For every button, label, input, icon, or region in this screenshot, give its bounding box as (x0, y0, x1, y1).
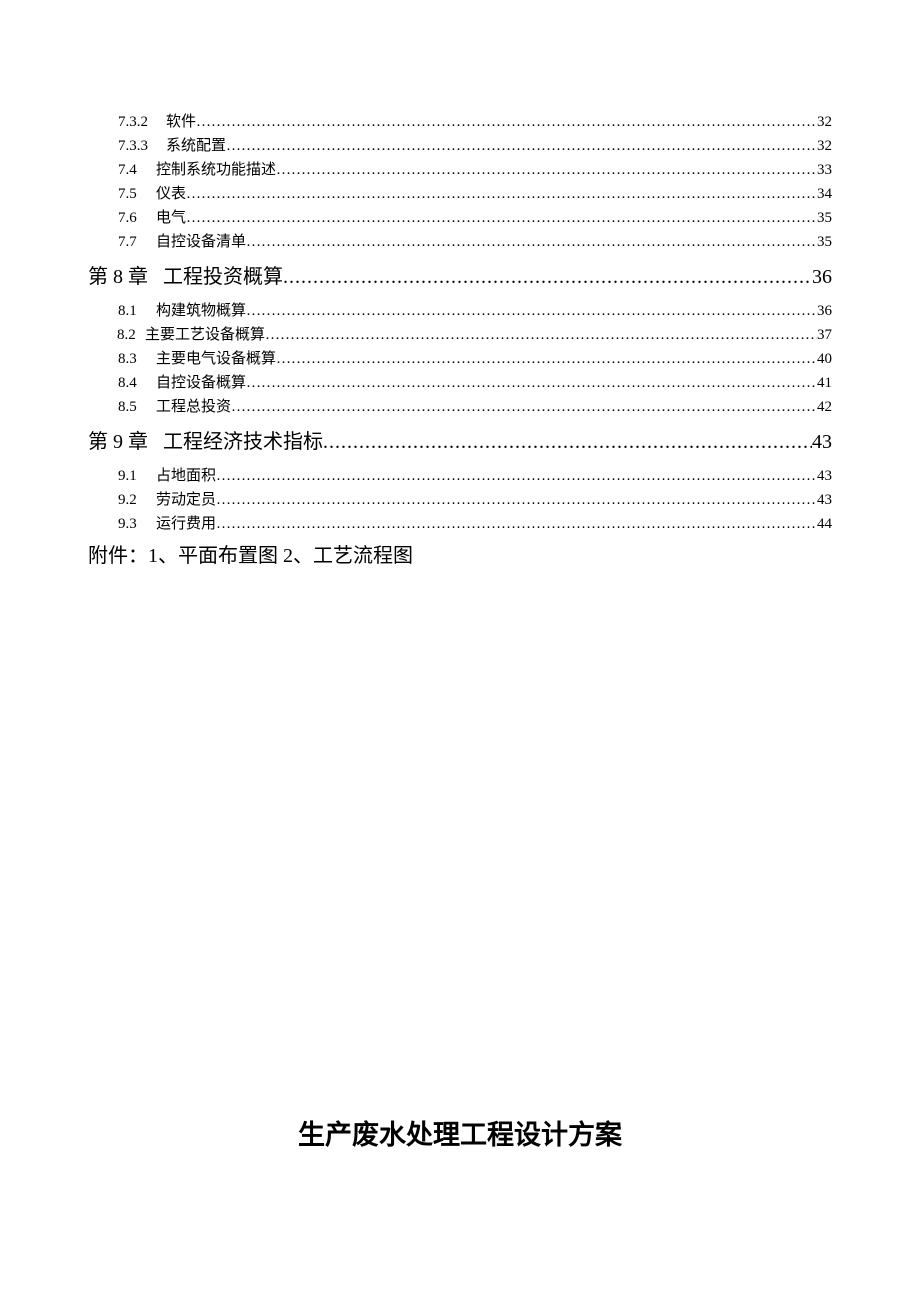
toc-page-number: 43 (817, 488, 832, 512)
toc-page-number: 35 (817, 230, 832, 254)
toc-page-number: 34 (817, 182, 832, 206)
toc-section-title: 占地面积 (156, 464, 216, 488)
toc-leader (231, 395, 817, 419)
toc-spacer (148, 260, 163, 294)
attachment-line: 附件：1、平面布置图 2、工艺流程图 (88, 540, 832, 572)
toc-leader (283, 260, 812, 294)
toc-section-title: 工程总投资 (156, 395, 231, 419)
toc-leader (276, 347, 817, 371)
toc-entry: 7.7自控设备清单 35 (88, 230, 832, 254)
toc-section-title: 仪表 (156, 182, 186, 206)
toc-section-title: 电气 (156, 206, 186, 230)
toc-leader (265, 323, 817, 347)
toc-section-number: 8.1 (118, 299, 156, 323)
toc-entry: 9.2劳动定员 43 (88, 488, 832, 512)
toc-section-title: 主要电气设备概算 (156, 347, 276, 371)
toc-entry: 8.3主要电气设备概算 40 (88, 347, 832, 371)
toc-section-number: 9.2 (118, 488, 156, 512)
toc-section-number: 8.4 (118, 371, 156, 395)
toc-leader (186, 182, 817, 206)
toc-section-number: 8.5 (118, 395, 156, 419)
toc-section-number: 8.2 (117, 323, 145, 347)
toc-section-title: 构建筑物概算 (156, 299, 246, 323)
toc-leader (216, 512, 817, 536)
toc-page-number: 42 (817, 395, 832, 419)
toc-page-number: 36 (817, 299, 832, 323)
toc-leader (246, 371, 817, 395)
toc-section-title: 软件 (166, 110, 196, 134)
toc-section-title: 主要工艺设备概算 (145, 323, 265, 347)
toc-leader (196, 110, 817, 134)
toc-section-title: 自控设备清单 (156, 230, 246, 254)
toc-page-number: 43 (812, 425, 832, 459)
toc-entry: 7.3.3系统配置 32 (88, 134, 832, 158)
toc-page-number: 32 (817, 110, 832, 134)
toc-leader (246, 230, 817, 254)
toc-chapter-number: 第 8 章 (88, 260, 148, 294)
toc-chapter-title: 工程经济技术指标 (163, 425, 323, 459)
toc-section-title: 自控设备概算 (156, 371, 246, 395)
toc-page-number: 36 (812, 260, 832, 294)
toc-entry: 7.6电气 35 (88, 206, 832, 230)
toc-section-title: 系统配置 (166, 134, 226, 158)
toc-section-title: 控制系统功能描述 (156, 158, 276, 182)
toc-page-number: 33 (817, 158, 832, 182)
toc-page-number: 40 (817, 347, 832, 371)
toc-section-number: 7.6 (118, 206, 156, 230)
toc-entry: 第 9 章 工程经济技术指标 43 (88, 425, 832, 459)
toc-entry: 8.1构建筑物概算 36 (88, 299, 832, 323)
toc-leader (216, 488, 817, 512)
toc-spacer (148, 425, 163, 459)
toc-leader (226, 134, 817, 158)
toc-entry: 7.4控制系统功能描述 33 (88, 158, 832, 182)
toc-leader (276, 158, 817, 182)
toc-page-number: 37 (817, 323, 832, 347)
toc-section-title: 劳动定员 (156, 488, 216, 512)
toc-leader (246, 299, 817, 323)
toc-page-number: 43 (817, 464, 832, 488)
toc-section-title: 运行费用 (156, 512, 216, 536)
toc-entry: 8.4自控设备概算 41 (88, 371, 832, 395)
toc-leader (186, 206, 817, 230)
toc-section-number: 8.3 (118, 347, 156, 371)
toc-leader (216, 464, 817, 488)
table-of-contents: 7.3.2软件 32 7.3.3系统配置 32 7.4控制系统功能描述 33 7.5仪表 34… (88, 110, 832, 536)
toc-entry: 9.1占地面积 43 (88, 464, 832, 488)
toc-page-number: 35 (817, 206, 832, 230)
toc-page-number: 32 (817, 134, 832, 158)
toc-leader (323, 425, 812, 459)
toc-section-number: 7.7 (118, 230, 156, 254)
document-main-title: 生产废水处理工程设计方案 (0, 1113, 920, 1152)
toc-chapter-number: 第 9 章 (88, 425, 148, 459)
toc-section-number: 7.3.2 (118, 110, 166, 134)
toc-section-number: 9.1 (118, 464, 156, 488)
toc-chapter-title: 工程投资概算 (163, 260, 283, 294)
toc-entry: 第 8 章 工程投资概算 36 (88, 260, 832, 294)
toc-entry: 9.3运行费用 44 (88, 512, 832, 536)
toc-entry: 8.5工程总投资 42 (88, 395, 832, 419)
toc-section-number: 7.4 (118, 158, 156, 182)
toc-page-number: 44 (817, 512, 832, 536)
toc-section-number: 7.5 (118, 182, 156, 206)
toc-section-number: 7.3.3 (118, 134, 166, 158)
toc-section-number: 9.3 (118, 512, 156, 536)
toc-entry: 7.5仪表 34 (88, 182, 832, 206)
toc-page-number: 41 (817, 371, 832, 395)
toc-entry: 8.2 主要工艺设备概算 37 (88, 323, 832, 347)
toc-entry: 7.3.2软件 32 (88, 110, 832, 134)
